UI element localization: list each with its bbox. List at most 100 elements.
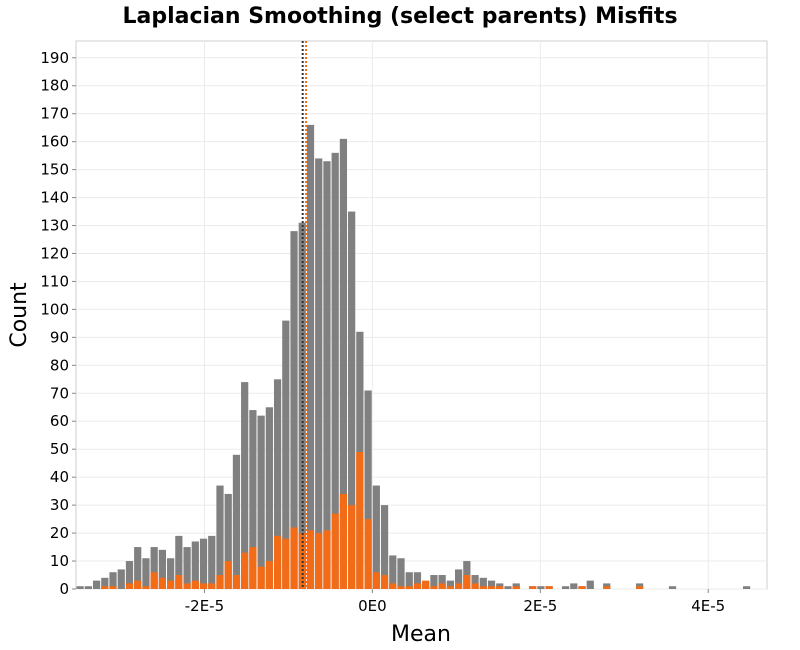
gridlines [76, 41, 767, 590]
y-tick-label: 180 [40, 77, 69, 95]
histogram-bar [183, 583, 191, 589]
histogram-bar [241, 382, 249, 589]
histogram-bar [504, 586, 512, 589]
histogram-bar [150, 547, 158, 589]
histogram-bar [389, 555, 397, 589]
y-tick-label: 130 [40, 217, 69, 235]
x-axis-label: Mean [391, 622, 451, 647]
histogram-bar [257, 566, 265, 589]
histogram-bar [372, 572, 380, 589]
y-tick-label: 60 [50, 412, 69, 430]
histogram-bar [742, 586, 751, 589]
histogram-bar [191, 580, 199, 589]
x-tick-label: 4E-5 [691, 597, 725, 615]
histogram-bar [306, 530, 315, 589]
x-tick-label: -2E-5 [185, 597, 224, 615]
histogram-bar [282, 538, 290, 589]
histogram-bar [216, 485, 224, 589]
histogram-bar [438, 575, 446, 589]
histogram-bar [191, 541, 199, 589]
histogram-bar [454, 569, 463, 589]
histogram-bar [487, 580, 496, 589]
y-axis-label: Count [7, 282, 32, 348]
histogram-bar [315, 158, 323, 589]
histogram-bar [125, 583, 134, 589]
histogram-bar [364, 390, 372, 589]
histogram-bar [364, 519, 372, 589]
y-tick-label: 70 [50, 384, 69, 402]
histogram-bar [273, 535, 282, 589]
histogram-bar [315, 533, 323, 589]
plot-area [75, 40, 768, 590]
x-axis-ticks: -2E-5 0E0 2E-5 4E-5 [185, 589, 725, 615]
histogram-bar [232, 575, 241, 589]
y-tick-label: 10 [50, 552, 69, 570]
histogram-bar [134, 580, 142, 589]
histogram-bar [134, 547, 142, 589]
histogram-bar [545, 586, 553, 589]
y-tick-label: 110 [40, 272, 69, 290]
histogram-bar [109, 572, 117, 589]
histogram-bar [413, 572, 422, 589]
histogram-bar [241, 552, 249, 589]
histogram-bar [273, 379, 282, 589]
chart-title: Laplacian Smoothing (select parents) Mis… [122, 4, 677, 29]
histogram-bar [348, 211, 356, 589]
histogram-bar [92, 580, 101, 589]
histogram-bar [282, 320, 290, 589]
y-tick-label: 40 [50, 468, 69, 486]
histogram-bar [422, 580, 430, 589]
histogram-bar [561, 586, 570, 589]
histogram-bar [208, 583, 216, 589]
y-tick-label: 50 [50, 440, 69, 458]
histogram-bar [158, 549, 167, 589]
histogram-bar [446, 586, 454, 589]
histogram-bar [339, 138, 348, 589]
histogram-bar [578, 586, 586, 589]
histogram-bar [463, 575, 471, 589]
histogram-bar [199, 538, 208, 589]
histogram-bar [636, 586, 644, 589]
y-tick-label: 140 [40, 189, 69, 207]
histogram-bar [101, 577, 109, 589]
histogram-bar [454, 583, 463, 589]
reference-lines [301, 41, 308, 589]
histogram-bar [249, 410, 257, 589]
histogram-bar [603, 586, 611, 589]
histogram-bar [496, 586, 504, 589]
histogram-bar [150, 572, 158, 589]
y-tick-label: 90 [50, 328, 69, 346]
histogram-bar [167, 558, 175, 589]
histogram-bar [479, 577, 487, 589]
histogram-bar [109, 586, 117, 589]
histogram-bar [323, 161, 331, 589]
histogram-bar [265, 561, 273, 589]
histogram-bar [175, 575, 183, 589]
y-tick-label: 0 [59, 580, 69, 598]
histogram-bar [586, 580, 594, 589]
y-tick-label: 190 [40, 49, 69, 67]
histogram-bar [380, 505, 389, 589]
histogram-bar [167, 580, 175, 589]
y-tick-label: 170 [40, 105, 69, 123]
histogram-bar [331, 513, 339, 589]
histogram-bar [175, 535, 183, 589]
histogram-bar [117, 569, 125, 589]
histogram-bar [339, 493, 348, 589]
histogram-bar [224, 561, 232, 589]
histogram-bar [232, 454, 241, 589]
x-tick-label: 2E-5 [523, 597, 557, 615]
histogram-bar [356, 452, 364, 589]
histogram-bar [76, 586, 84, 589]
histogram-bar [101, 586, 109, 589]
histogram-bar [471, 583, 479, 589]
y-axis-ticks: 0 10 20 30 40 50 60 70 80 90 100 110 120 130 140 150 160… [40, 49, 76, 598]
histogram-bar [397, 586, 405, 589]
histogram-bar [372, 485, 380, 589]
histogram-bar [348, 505, 356, 589]
y-tick-label: 30 [50, 496, 69, 514]
histogram-bar [331, 152, 339, 589]
histogram-bar [438, 583, 446, 589]
histogram-bar [537, 586, 545, 589]
histogram-bar [306, 124, 315, 589]
